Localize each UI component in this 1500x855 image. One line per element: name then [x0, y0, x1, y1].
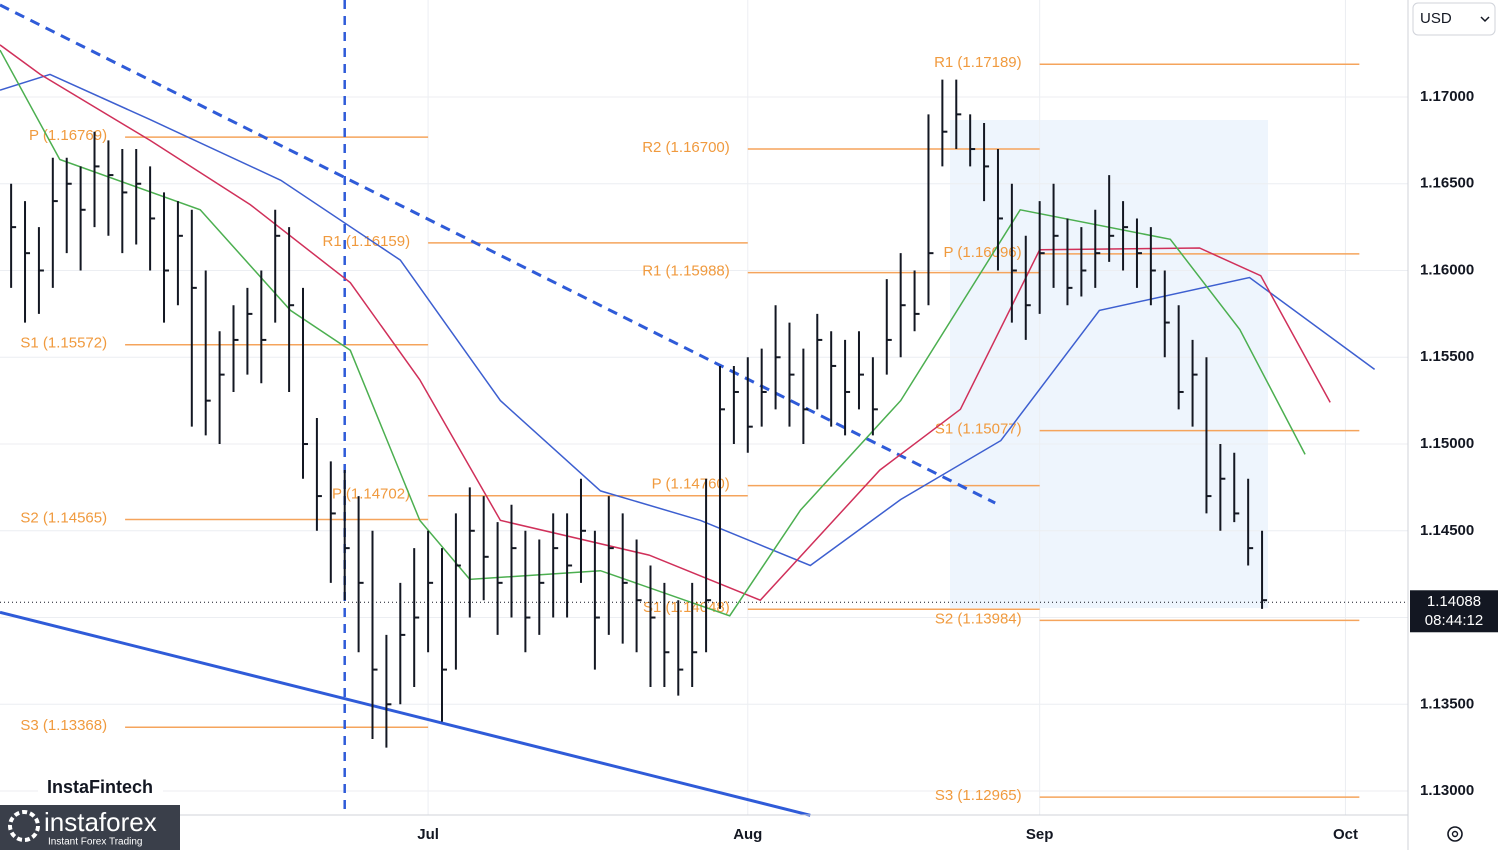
- pivot-label: R1 (1.17189): [934, 54, 1022, 71]
- y-tick-label: 1.13000: [1420, 782, 1474, 799]
- x-tick-label: Sep: [1026, 826, 1054, 843]
- gear[interactable]: [1447, 826, 1463, 842]
- moving-average: [0, 44, 1331, 602]
- tagline: Instant Forex Trading: [48, 837, 143, 848]
- pivot-label: R2 (1.16700): [642, 139, 730, 156]
- logo-icon: [8, 810, 40, 842]
- pivot-label: S1 (1.15572): [20, 335, 107, 352]
- brand-box: [38, 770, 163, 806]
- gear-center[interactable]: [1451, 830, 1459, 838]
- dropdown-arrow[interactable]: [1480, 16, 1490, 23]
- currency[interactable]: USD: [1420, 10, 1452, 27]
- trend-line: [0, 3, 996, 505]
- pivot-label: R1 (1.16159): [323, 233, 411, 250]
- pivot-label: P (1.14702): [332, 486, 410, 503]
- logo: instaforex: [44, 807, 157, 837]
- y-tick-label: 1.17000: [1420, 88, 1474, 105]
- moving-average: [0, 49, 1306, 617]
- pivot-label: P (1.14760): [652, 476, 730, 493]
- currency-select[interactable]: USD: [1412, 2, 1496, 36]
- pivot-label: P (1.16096): [944, 244, 1022, 261]
- x-tick-label: Oct: [1333, 826, 1358, 843]
- pivot-label: S2 (1.14565): [20, 509, 107, 526]
- y-tick-label: 1.15500: [1420, 348, 1474, 365]
- pivot-label: S1 (1.14048): [643, 599, 730, 616]
- y-tick-label: 1.13500: [1420, 695, 1474, 712]
- settings-icon[interactable]: [1447, 826, 1463, 842]
- x-tick-label: Aug: [733, 826, 762, 843]
- moving-average: [0, 73, 1376, 567]
- pivot-label: S3 (1.12965): [935, 787, 1022, 804]
- pivot-label: S2 (1.13984): [935, 610, 1022, 627]
- y-tick-label: 1.16000: [1420, 261, 1474, 278]
- logo-box: [0, 805, 180, 850]
- pivot-label: R1 (1.15988): [642, 263, 730, 280]
- y-tick-label: 1.14500: [1420, 522, 1474, 539]
- pivot-label: S1 (1.15077): [935, 421, 1022, 438]
- trend-line: [0, 610, 811, 817]
- last-price-time: 08:44:12: [1425, 612, 1483, 629]
- y-tick-label: 1.16500: [1420, 175, 1474, 192]
- last-price-box: [1410, 590, 1498, 633]
- currency-box[interactable]: [1412, 2, 1496, 36]
- y-tick-label: 1.15000: [1420, 435, 1474, 452]
- brand: InstaFintech: [47, 777, 153, 797]
- pivot-label: S3 (1.13368): [20, 717, 107, 734]
- last-price-label: 1.14088: [1427, 593, 1481, 610]
- x-tick-label: Jul: [417, 826, 439, 843]
- plot: P (1.16769)S1 (1.15572)S2 (1.14565)S3 (1…: [0, 0, 1408, 817]
